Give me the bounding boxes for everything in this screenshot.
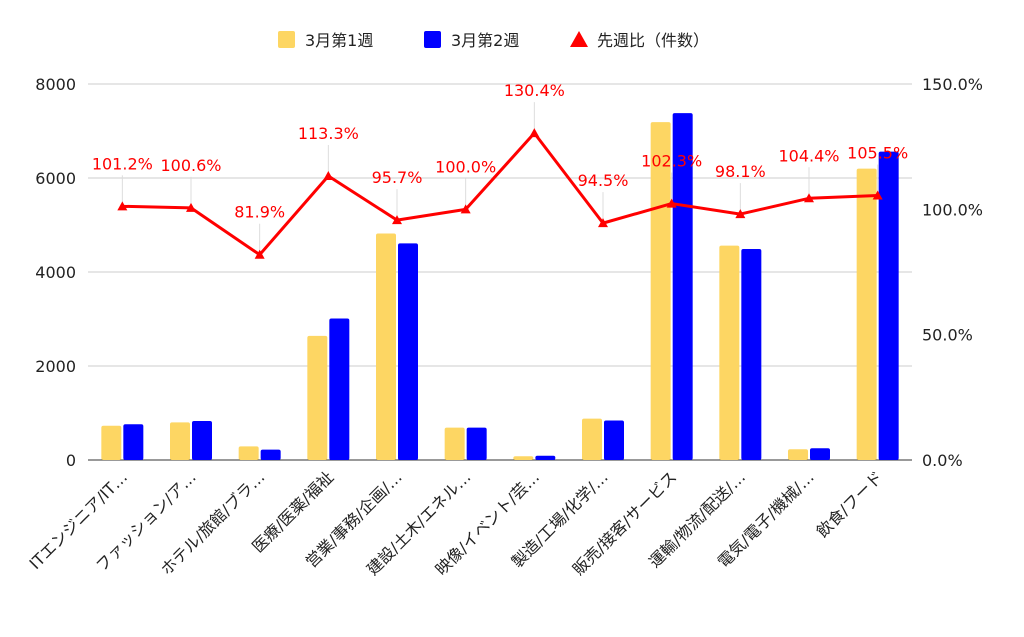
bar <box>398 243 418 460</box>
line-point <box>666 198 677 208</box>
legend-label: 先週比（件数） <box>597 31 709 50</box>
bar <box>650 122 671 460</box>
data-label: 95.7% <box>372 168 423 187</box>
line-point <box>117 201 128 211</box>
y-right-tick-label: 50.0% <box>922 326 973 345</box>
bar <box>810 448 830 460</box>
legend-label: 3月第2週 <box>451 31 519 50</box>
bar <box>604 420 624 460</box>
data-label: 81.9% <box>234 203 285 222</box>
data-label: 113.3% <box>298 124 359 143</box>
bar <box>672 113 693 460</box>
line-point <box>460 204 471 214</box>
bar <box>535 455 556 460</box>
legend-swatch <box>570 31 588 47</box>
bar <box>444 427 465 460</box>
data-label: 104.4% <box>778 146 839 165</box>
y-left-tick-label: 6000 <box>35 169 76 188</box>
bar <box>878 151 899 460</box>
bars-layer <box>101 113 899 460</box>
bar <box>376 233 396 460</box>
y-right-tick-label: 150.0% <box>922 75 983 94</box>
bar <box>238 446 259 460</box>
data-label: 101.2% <box>92 154 153 173</box>
legend-swatch <box>278 31 295 48</box>
bar <box>192 420 212 460</box>
data-label: 102.3% <box>641 152 702 171</box>
line-point <box>186 202 196 212</box>
line-point <box>323 170 334 180</box>
bar <box>582 418 602 460</box>
data-label: 98.1% <box>715 162 766 181</box>
data-label: 94.5% <box>578 171 629 190</box>
legend-swatch <box>424 31 441 48</box>
y-right-tick-label: 100.0% <box>922 200 983 219</box>
bar <box>260 449 281 460</box>
y-left-tick-label: 4000 <box>35 263 76 282</box>
x-tick-label: 飲食/フード <box>813 467 887 541</box>
bar <box>329 318 350 460</box>
data-label: 105.5% <box>847 144 908 163</box>
line-point <box>735 209 746 219</box>
data-label: 100.0% <box>435 157 496 176</box>
line-point <box>804 193 814 203</box>
legend: 3月第1週 3月第2週 先週比（件数） <box>278 31 709 50</box>
bar <box>101 425 122 460</box>
bar <box>170 422 190 460</box>
bar <box>788 449 808 460</box>
line-point <box>598 218 608 228</box>
bar <box>513 456 534 460</box>
legend-label: 3月第1週 <box>305 31 373 50</box>
bar <box>719 245 740 460</box>
data-label: 100.6% <box>160 156 221 175</box>
bar <box>307 335 328 460</box>
line-point <box>529 128 540 138</box>
line-point <box>872 190 883 200</box>
data-label: 130.4% <box>504 81 565 100</box>
line-point <box>254 249 265 259</box>
grid-layer <box>88 83 912 461</box>
y-left-tick-label: 0 <box>66 451 76 470</box>
line-point <box>392 215 402 225</box>
line-layer: 101.2% 100.6% 81.9% 113.3% 95.7% 100.0% 130.4%… <box>92 81 908 259</box>
series-line <box>122 131 878 257</box>
bar <box>123 424 144 460</box>
y-right-tick-label: 0.0% <box>922 451 963 470</box>
y-left-tick-label: 8000 <box>35 75 76 94</box>
bar <box>741 248 762 460</box>
y-left-tick-label: 2000 <box>35 357 76 376</box>
bar <box>466 427 487 460</box>
bar <box>856 168 877 460</box>
